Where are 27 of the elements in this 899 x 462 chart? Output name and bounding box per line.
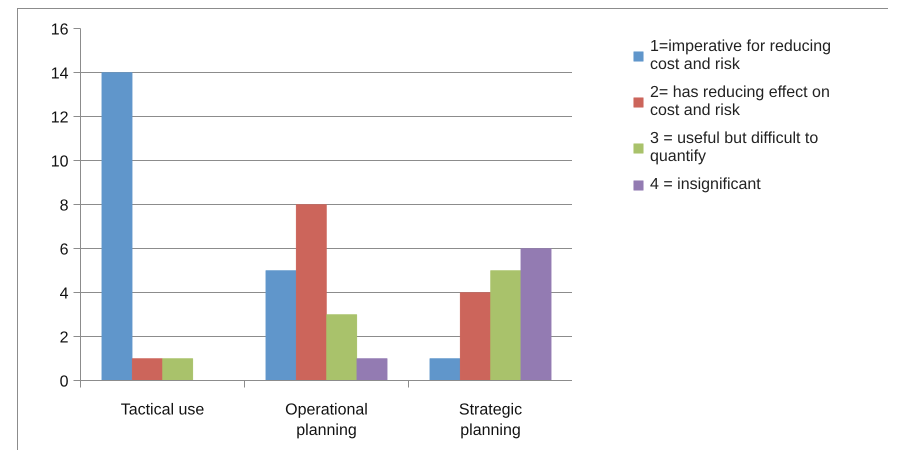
legend-label: 2= has reducing effect on cost and risk xyxy=(650,84,830,120)
x-tick-label: Strategic planning xyxy=(458,402,522,439)
bar xyxy=(326,314,358,380)
y-tick-label: 10 xyxy=(50,154,69,170)
bar xyxy=(162,358,194,380)
bar xyxy=(356,358,388,380)
bar xyxy=(132,358,163,380)
y-tick-label: 8 xyxy=(60,198,69,214)
bar xyxy=(430,358,460,380)
bar xyxy=(460,292,491,380)
x-tick-label: Operational planning xyxy=(285,402,368,439)
legend-label: 1=imperative for reducing cost and risk xyxy=(650,38,831,74)
y-tick-label: 6 xyxy=(60,242,69,258)
y-tick-label: 2 xyxy=(60,330,69,346)
y-tick-label: 14 xyxy=(50,66,69,82)
legend-label: 4 = insignificant xyxy=(650,176,761,194)
y-tick-label: 4 xyxy=(60,286,69,302)
y-tick-label: 16 xyxy=(50,22,69,38)
bar xyxy=(520,248,552,380)
x-tick-label: Tactical use xyxy=(120,402,204,418)
legend-label: 3 = useful but difficult to quantify xyxy=(650,130,818,166)
y-tick-label: 12 xyxy=(50,110,69,126)
bar xyxy=(266,270,296,380)
bar xyxy=(490,270,522,380)
y-tick-label: 0 xyxy=(60,374,69,390)
bar xyxy=(102,72,132,380)
bar xyxy=(296,204,327,380)
